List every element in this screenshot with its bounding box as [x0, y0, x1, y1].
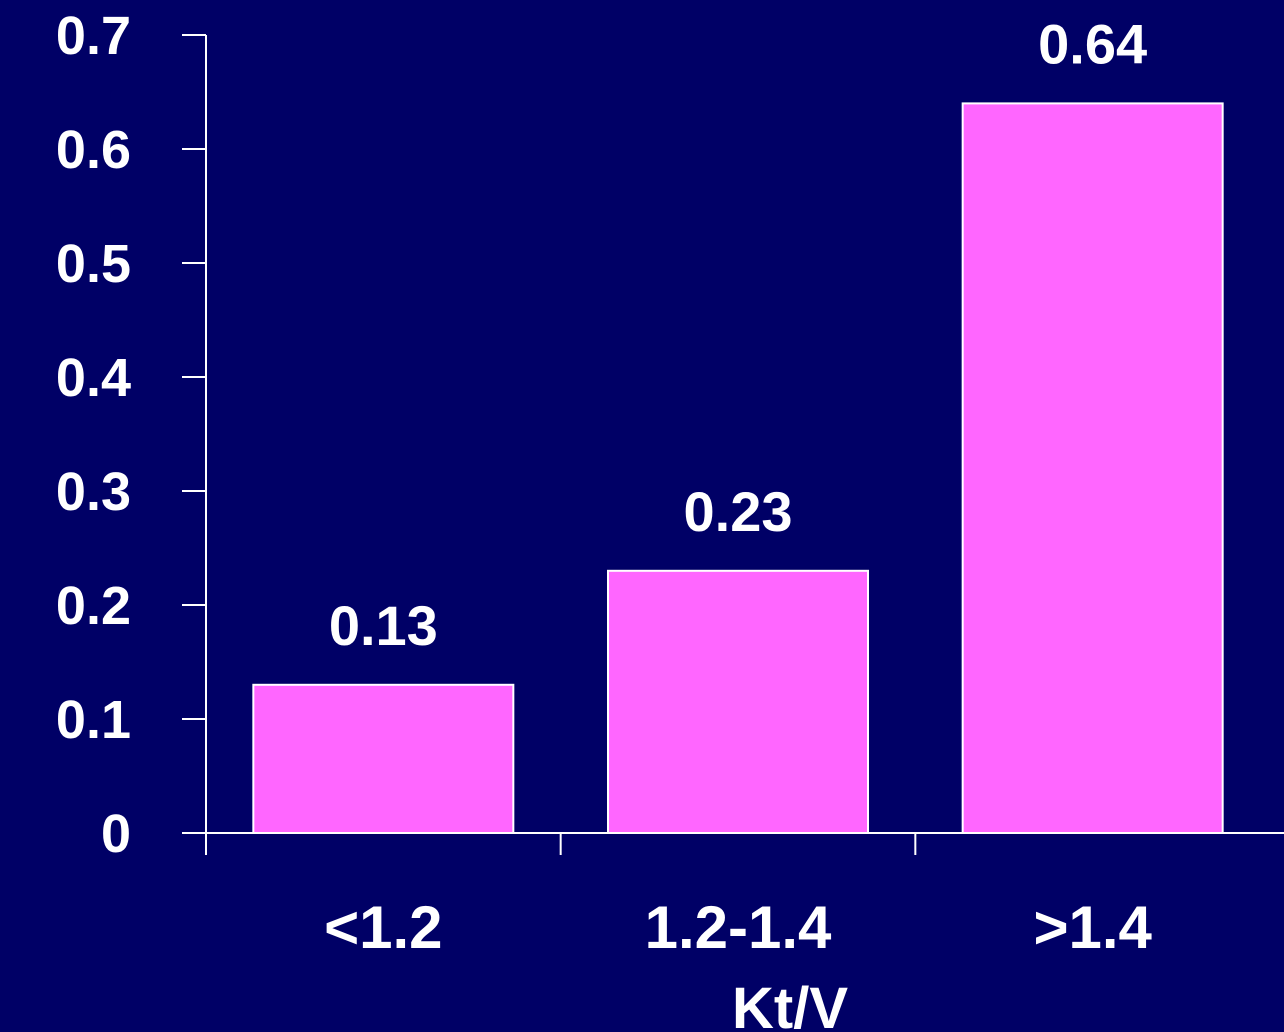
y-tick-label: 0.1 [56, 690, 131, 750]
y-tick-label: 0.2 [56, 576, 131, 636]
bar-value-label: 0.13 [329, 594, 438, 657]
bar [252, 683, 515, 834]
y-axis: 0 0.1 0.2 0.3 0.4 0.5 0.6 0.7 [56, 6, 207, 864]
data-labels: 0.13 0.23 0.64 [329, 12, 1147, 656]
bars [252, 102, 1224, 834]
x-axis-title: Kt/V [732, 976, 848, 1032]
y-tick-label: 0.6 [56, 120, 131, 180]
x-category-label: >1.4 [1033, 894, 1152, 961]
y-tick-label: 0.4 [56, 348, 131, 408]
y-tick-label: 0 [101, 804, 131, 864]
bar-value-label: 0.64 [1038, 12, 1147, 75]
x-category-label: <1.2 [324, 894, 442, 961]
y-tick-label: 0.3 [56, 462, 131, 522]
bar-value-label: 0.23 [684, 480, 793, 543]
bar [961, 102, 1224, 834]
y-tick-label: 0.5 [56, 234, 131, 294]
x-category-label: 1.2-1.4 [645, 894, 832, 961]
y-tick-label: 0.7 [56, 6, 131, 66]
bar [607, 569, 869, 834]
